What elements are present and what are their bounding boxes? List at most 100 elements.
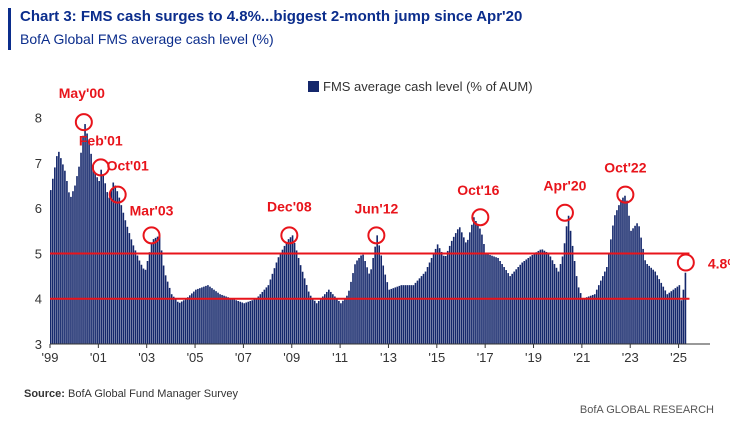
bar <box>144 269 147 344</box>
legend-entry: FMS average cash level (% of AUM) <box>323 79 533 94</box>
annotation-label: May'00 <box>59 85 105 101</box>
bar <box>199 288 201 344</box>
bar <box>434 248 437 344</box>
bar <box>507 273 509 344</box>
bar <box>624 195 626 344</box>
bar <box>233 299 235 344</box>
bar <box>237 300 239 344</box>
bar <box>628 215 630 344</box>
bar <box>299 265 302 344</box>
x-tick-label: '25 <box>670 350 687 365</box>
bar <box>366 267 368 344</box>
bar <box>396 286 399 344</box>
bar <box>660 282 663 344</box>
bar <box>58 151 60 344</box>
bar <box>569 230 572 344</box>
bar <box>573 261 576 344</box>
bar <box>561 256 564 344</box>
bar <box>458 227 461 344</box>
bar <box>291 235 294 344</box>
y-tick-label: 6 <box>35 201 42 216</box>
bar <box>412 285 415 344</box>
bar <box>72 191 74 344</box>
x-tick-label: '15 <box>428 350 445 365</box>
annotation-label: Dec'08 <box>267 198 312 214</box>
bar <box>517 267 520 344</box>
bar <box>503 267 505 344</box>
bar <box>642 248 644 344</box>
bar <box>239 301 241 344</box>
bar <box>444 255 447 344</box>
bar <box>251 300 254 344</box>
legend: FMS average cash level (% of AUM) <box>308 79 533 94</box>
bar <box>52 178 54 344</box>
bar <box>342 300 344 344</box>
bar <box>553 264 556 344</box>
bar <box>436 244 439 344</box>
bar <box>650 267 652 344</box>
bar <box>509 276 511 344</box>
bar <box>319 298 322 344</box>
bar <box>644 260 646 344</box>
bar <box>70 196 72 344</box>
bar <box>583 297 586 344</box>
bar <box>247 301 250 344</box>
bar <box>80 152 82 344</box>
bar <box>501 264 503 344</box>
bar <box>541 249 544 344</box>
bar <box>231 298 233 344</box>
bar <box>616 210 618 344</box>
bar <box>471 224 473 344</box>
bar <box>400 285 403 344</box>
bar <box>456 229 459 344</box>
bar <box>402 285 405 344</box>
bar <box>166 281 169 344</box>
bar <box>243 303 246 344</box>
bar <box>525 259 528 344</box>
bar <box>86 133 88 344</box>
bar <box>162 265 165 344</box>
bar <box>255 298 258 344</box>
bar <box>334 296 336 344</box>
bar <box>392 288 395 344</box>
bar <box>368 273 370 344</box>
bar <box>384 274 387 344</box>
x-tick-label: '07 <box>235 350 252 365</box>
bar <box>674 288 677 344</box>
bar <box>463 237 465 344</box>
y-tick-label: 5 <box>35 246 42 261</box>
x-tick-label: '21 <box>573 350 590 365</box>
bar <box>380 255 383 344</box>
bar <box>146 261 149 344</box>
bar <box>376 235 378 344</box>
bar <box>452 236 455 344</box>
bar <box>618 205 620 344</box>
bar <box>438 248 441 344</box>
reference-lines <box>50 252 690 300</box>
bar <box>249 300 252 344</box>
x-tick-label: '23 <box>622 350 639 365</box>
bar <box>174 299 177 344</box>
bar <box>537 250 540 344</box>
bar <box>283 245 286 344</box>
bar <box>565 226 568 344</box>
x-tick-label: '03 <box>138 350 155 365</box>
annotation-circle <box>108 185 127 204</box>
bar <box>499 261 501 344</box>
x-tick-label: '01 <box>90 350 107 365</box>
bar <box>301 271 304 344</box>
bar <box>309 295 312 344</box>
bar <box>164 275 167 344</box>
bar <box>519 264 522 344</box>
bar <box>225 296 227 344</box>
bar <box>78 166 80 344</box>
bar <box>491 255 493 344</box>
bar <box>235 300 237 344</box>
bar <box>184 298 187 344</box>
bar <box>104 183 107 344</box>
bar <box>211 288 213 344</box>
annotation-circle <box>367 226 386 245</box>
x-tick-label: '19 <box>525 350 542 365</box>
bar <box>267 285 270 344</box>
bar <box>108 197 111 344</box>
